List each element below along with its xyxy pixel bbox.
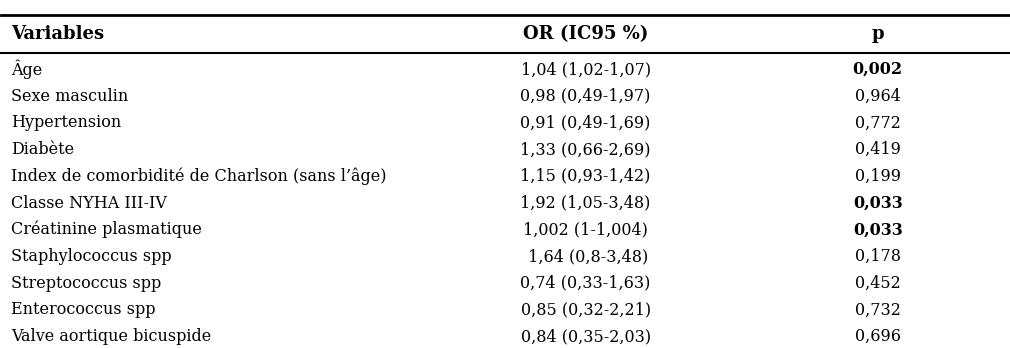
Text: Valve aortique bicuspide: Valve aortique bicuspide [11, 328, 212, 345]
Text: 0,033: 0,033 [852, 221, 903, 238]
Text: 1,04 (1,02-1,07): 1,04 (1,02-1,07) [520, 61, 650, 78]
Text: Index de comorbidité de Charlson (sans l’âge): Index de comorbidité de Charlson (sans l… [11, 168, 387, 185]
Text: 0,199: 0,199 [854, 168, 901, 185]
Text: 1,002 (1-1,004): 1,002 (1-1,004) [523, 221, 648, 238]
Text: Variables: Variables [11, 25, 105, 43]
Text: 0,84 (0,35-2,03): 0,84 (0,35-2,03) [520, 328, 650, 345]
Text: Hypertension: Hypertension [11, 114, 122, 132]
Text: Créatinine plasmatique: Créatinine plasmatique [11, 221, 202, 238]
Text: 0,85 (0,32-2,21): 0,85 (0,32-2,21) [520, 301, 650, 318]
Text: Enterococcus spp: Enterococcus spp [11, 301, 156, 318]
Text: 0,98 (0,49-1,97): 0,98 (0,49-1,97) [520, 88, 650, 105]
Text: 0,419: 0,419 [854, 141, 901, 158]
Text: Sexe masculin: Sexe masculin [11, 88, 128, 105]
Text: 0,772: 0,772 [854, 114, 901, 132]
Text: 0,964: 0,964 [854, 88, 901, 105]
Text: Staphylococcus spp: Staphylococcus spp [11, 248, 172, 265]
Text: OR (IC95 %): OR (IC95 %) [523, 25, 648, 43]
Text: Classe NYHA III-IV: Classe NYHA III-IV [11, 195, 168, 212]
Text: 0,91 (0,49-1,69): 0,91 (0,49-1,69) [520, 114, 650, 132]
Text: Streptococcus spp: Streptococcus spp [11, 275, 162, 292]
Text: Âge: Âge [11, 60, 42, 79]
Text: 1,33 (0,66-2,69): 1,33 (0,66-2,69) [520, 141, 650, 158]
Text: 0,732: 0,732 [854, 301, 901, 318]
Text: 0,178: 0,178 [854, 248, 901, 265]
Text: 0,033: 0,033 [852, 195, 903, 212]
Text: 1,64 (0,8-3,48): 1,64 (0,8-3,48) [523, 248, 648, 265]
Text: 0,74 (0,33-1,63): 0,74 (0,33-1,63) [520, 275, 650, 292]
Text: 0,002: 0,002 [852, 61, 903, 78]
Text: 1,15 (0,93-1,42): 1,15 (0,93-1,42) [520, 168, 650, 185]
Text: 1,92 (1,05-3,48): 1,92 (1,05-3,48) [520, 195, 650, 212]
Text: 0,696: 0,696 [854, 328, 901, 345]
Text: Diabète: Diabète [11, 141, 75, 158]
Text: 0,452: 0,452 [854, 275, 901, 292]
Text: p: p [872, 25, 884, 43]
